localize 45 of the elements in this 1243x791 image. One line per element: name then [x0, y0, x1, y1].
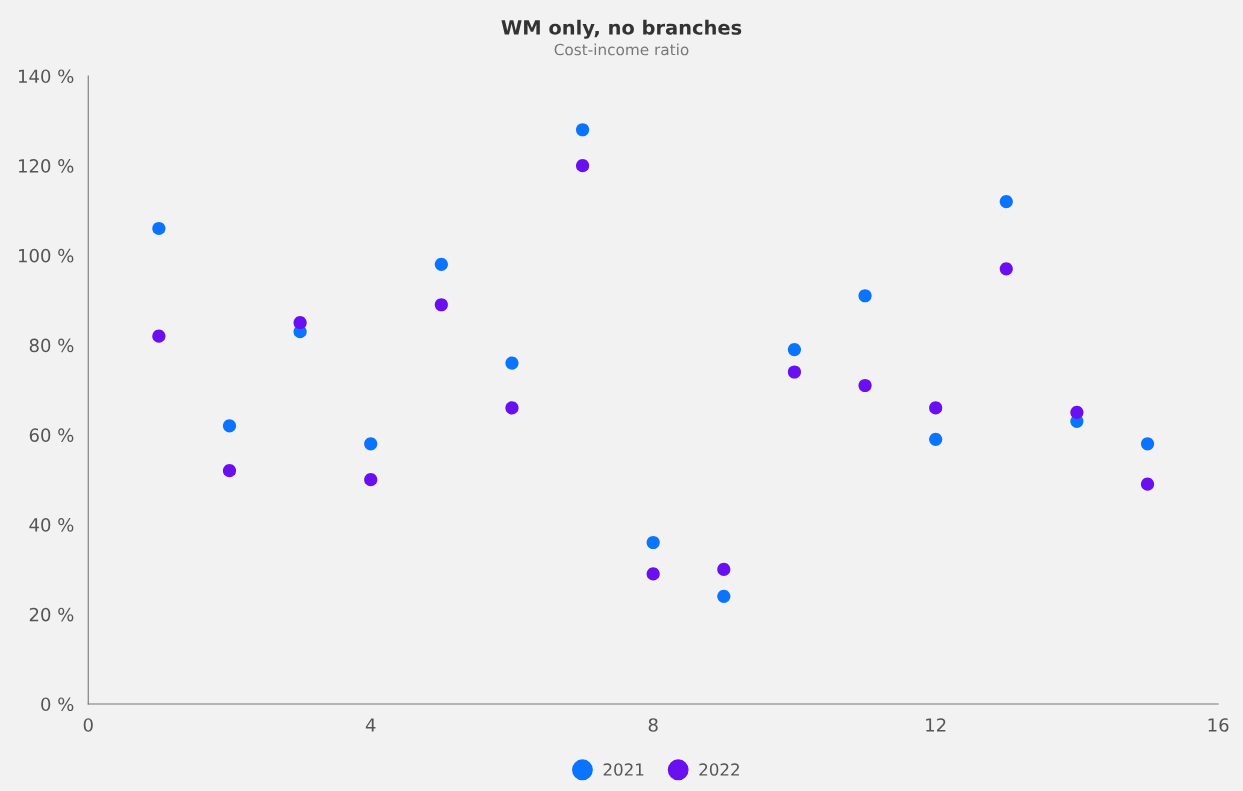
point — [858, 289, 872, 303]
point — [1070, 405, 1084, 419]
chart-title: WM only, no branches — [501, 19, 742, 39]
point — [505, 401, 519, 415]
y-tick-label: 0 % — [41, 697, 74, 712]
y-tick-label: 80 % — [29, 338, 74, 353]
point — [999, 194, 1013, 209]
point — [787, 343, 802, 357]
x-tick-label: 12 — [926, 718, 946, 732]
point — [152, 329, 166, 343]
point — [222, 419, 237, 433]
point — [364, 473, 378, 487]
y-tick-label: 20 % — [29, 607, 74, 622]
point — [152, 221, 166, 236]
point — [787, 365, 802, 379]
point — [858, 378, 872, 393]
legend-label: 2021 — [603, 763, 644, 776]
point — [646, 567, 660, 581]
point — [929, 401, 943, 415]
y-tick-label: 120 % — [18, 159, 74, 173]
chart-subtitle: Cost-income ratio — [554, 43, 689, 56]
point — [293, 316, 307, 330]
point — [222, 464, 237, 478]
point — [505, 356, 519, 370]
x-tick-label: 4 — [365, 718, 376, 732]
x-tick-label: 0 — [83, 718, 93, 732]
x-tick-label: 16 — [1208, 718, 1229, 732]
point — [364, 437, 378, 451]
y-tick-label: 100 % — [18, 248, 74, 263]
point — [929, 432, 943, 446]
legend-label: 2022 — [699, 763, 739, 776]
point — [1140, 437, 1155, 451]
point — [1140, 477, 1155, 491]
y-tick-label: 40 % — [29, 518, 74, 532]
x-tick-label: 8 — [648, 718, 658, 732]
point — [717, 562, 731, 576]
point — [999, 262, 1013, 276]
point — [434, 257, 448, 271]
point — [575, 159, 590, 173]
point — [646, 535, 660, 550]
point — [717, 589, 731, 603]
y-tick-label: 140 % — [18, 69, 74, 84]
y-tick-label: 60 % — [29, 428, 74, 442]
point — [575, 123, 590, 137]
point — [434, 298, 448, 312]
